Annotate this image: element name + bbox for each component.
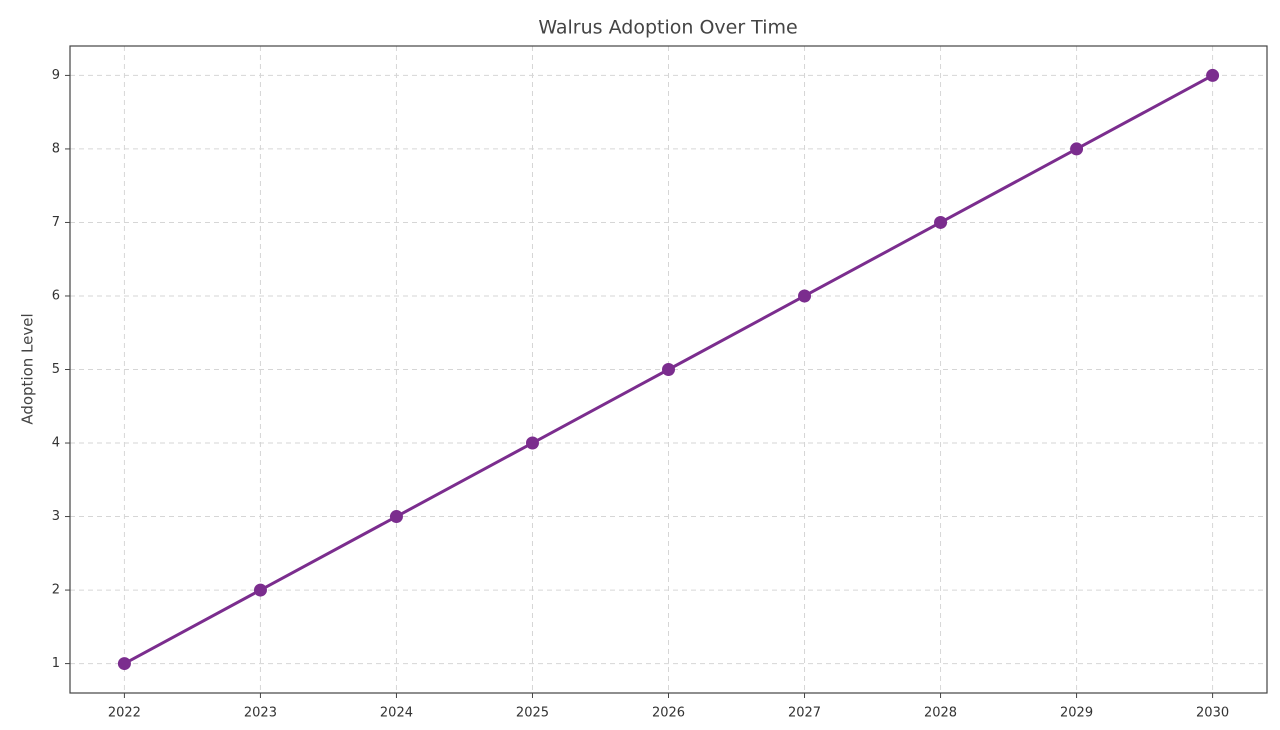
x-tick-label: 2025 [516,706,549,721]
point [1206,68,1220,82]
point [525,436,539,450]
point [934,215,948,229]
point [117,657,131,671]
x-tick-label: 2024 [380,706,413,721]
y-tick-label: 3 [52,509,60,524]
x-tick-label: 2029 [1060,706,1093,721]
x-tick-label: 2023 [244,706,277,721]
point [662,363,675,376]
y-tick-label: 4 [52,436,60,451]
y-tick-label: 2 [52,583,60,598]
point [1070,142,1084,156]
y-tick-label: 5 [52,362,60,377]
point [389,510,403,524]
point [253,583,267,597]
point [798,289,812,303]
x-tick-label: 2022 [108,706,141,721]
x-tick-label: 2030 [1196,706,1229,721]
y-axis-label: Adoption Level [19,313,37,424]
y-tick-label: 9 [52,68,60,83]
x-tick-label: 2028 [924,706,957,721]
y-tick-label: 8 [52,141,60,156]
plot-frame [69,45,1268,694]
y-tick-label: 1 [52,656,60,671]
x-tick-label: 2026 [652,706,685,721]
y-tick-label: 7 [52,215,60,230]
y-tick-label: 6 [52,288,60,303]
chart-title: Walrus Adoption Over Time [538,17,797,39]
x-tick-label: 2027 [788,706,821,721]
